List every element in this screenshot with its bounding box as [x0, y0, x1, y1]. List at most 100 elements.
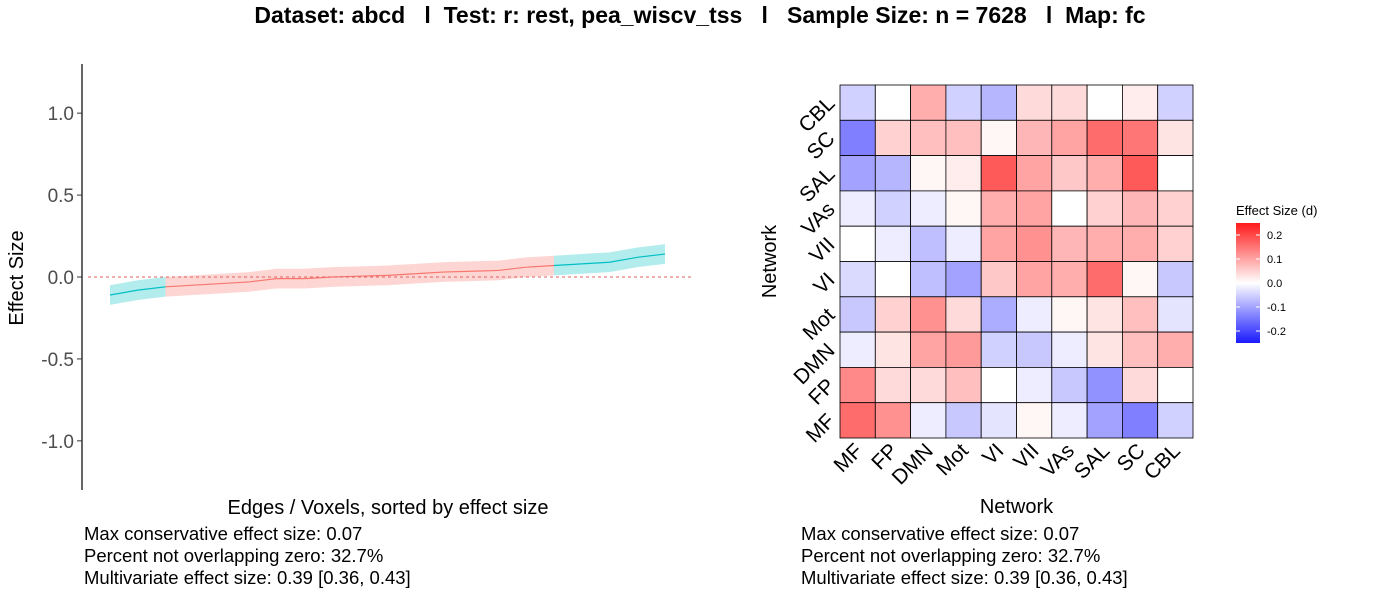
heatmap-cell: [1086, 84, 1123, 121]
heatmap-cell: [1016, 331, 1053, 368]
heatmap-x-tick-label: CBL: [1140, 439, 1185, 484]
heatmap-cell: [1086, 155, 1123, 192]
x-axis-label: Edges / Voxels, sorted by effect size: [228, 497, 549, 519]
heatmap-cell: [1157, 261, 1194, 298]
heatmap-cell: [945, 225, 982, 262]
effect-size-line-segment: [553, 263, 582, 267]
right-stats-block: Max conservative effect size: 0.07 Perce…: [801, 523, 1128, 589]
heatmap-cell: [1157, 119, 1194, 157]
effect-size-line-segment: [498, 266, 527, 272]
y-tick-label: 0.5: [48, 186, 74, 207]
heatmap-cell: [910, 190, 947, 227]
heatmap-cell: [839, 261, 876, 298]
heatmap-cell: [874, 366, 911, 404]
percent-not-overlapping-zero: Percent not overlapping zero: 32.7%: [84, 545, 384, 566]
heatmap-cell: [1157, 84, 1194, 121]
heatmap-cell: [945, 261, 982, 298]
heatmap-y-tick-label: MF: [802, 410, 840, 448]
y-axis-ticks: 1.0 0.5 0.0 -0.5 -1.0: [41, 104, 82, 453]
heatmap-cell: [1122, 261, 1159, 298]
heatmap-cell: [980, 331, 1017, 368]
heatmap-cell: [1051, 84, 1088, 121]
heatmap-cell: [839, 225, 876, 262]
effect-size-line-segment: [470, 269, 499, 272]
heatmap-cell: [839, 331, 876, 368]
heatmap-cell: [910, 119, 947, 157]
heatmap-cell: [1122, 331, 1159, 368]
colorbar-tick-label: -0.2: [1267, 326, 1286, 338]
heatmap-cell: [910, 296, 947, 333]
percent-not-overlapping-zero: Percent not overlapping zero: 32.7%: [801, 545, 1101, 566]
heatmap-cell: [1051, 155, 1088, 192]
main-title: Dataset: abcd l Test: r: rest, pea_wiscv…: [254, 2, 1146, 28]
heatmap-cell: [1016, 296, 1053, 333]
heatmap-cell: [1086, 225, 1123, 262]
colorbar-tick-label: -0.1: [1267, 302, 1286, 314]
heatmap-cell: [1157, 296, 1194, 333]
y-axis-label: Effect Size: [6, 230, 28, 325]
heatmap-cell: [980, 225, 1017, 262]
heatmap-cell: [910, 331, 947, 368]
effect-size-line-segment: [609, 256, 638, 263]
heatmap-y-tick-label: CBL: [794, 92, 839, 137]
heatmap-cell: [1016, 402, 1053, 439]
max-conservative-effect-size: Max conservative effect size: 0.07: [84, 523, 363, 544]
effect-size-line-chart: 1.0 0.5 0.0 -0.5 -1.0 Effect Size Edges / Vo…: [6, 64, 692, 519]
heatmap-x-tick-label: VAs: [1037, 439, 1079, 481]
heatmap-cell: [1157, 155, 1194, 192]
heatmap-cell: [910, 261, 947, 298]
heatmap-cell: [1016, 119, 1053, 157]
heatmap-cell: [1051, 331, 1088, 368]
heatmap-cell: [1122, 225, 1159, 262]
effect-size-line-segment: [581, 261, 610, 265]
heatmap-cell: [1051, 402, 1088, 439]
effect-size-line-segment: [109, 289, 138, 296]
heatmap-cell: [1122, 366, 1159, 404]
heatmap-x-tick-label: Mot: [932, 439, 973, 480]
heatmap-cell: [1016, 225, 1053, 262]
heatmap-cell: [1086, 331, 1123, 368]
heatmap-y-tick-label: SAL: [795, 163, 839, 207]
heatmap-cell: [1122, 155, 1159, 192]
heatmap-cell: [874, 119, 911, 157]
effect-size-line-segment: [248, 278, 277, 283]
y-tick-label: -0.5: [41, 350, 74, 371]
heatmap-y-tick-label: VI: [809, 268, 839, 298]
heatmap-cell: [980, 119, 1017, 157]
heatmap-cell: [874, 155, 911, 192]
heatmap-cell: [1016, 366, 1053, 404]
effect-size-line-segment: [526, 264, 555, 268]
heatmap-cell: [1086, 366, 1123, 404]
heatmap-cell: [874, 402, 911, 439]
heatmap-cell: [839, 119, 876, 157]
effect-size-line-segment: [165, 284, 194, 288]
effect-size-line-segment: [637, 253, 666, 258]
heatmap-cell: [1122, 296, 1159, 333]
heatmap-y-tick-label: VAs: [797, 198, 839, 240]
heatmap-cell: [910, 84, 947, 121]
multivariate-effect-size: Multivariate effect size: 0.39 [0.36, 0.…: [84, 567, 411, 588]
heatmap-cell: [1016, 190, 1053, 227]
heatmap-cell: [839, 402, 876, 439]
heatmap-cell: [945, 402, 982, 439]
effect-size-line-segment: [387, 273, 416, 276]
heatmap-cell: [874, 261, 911, 298]
effect-size-line-segment: [415, 271, 444, 275]
heatmap-cell: [874, 296, 911, 333]
heatmap-cell: [910, 155, 947, 192]
colorbar-title: Effect Size (d): [1236, 203, 1317, 218]
heatmap-cell: [945, 296, 982, 333]
multivariate-effect-size: Multivariate effect size: 0.39 [0.36, 0.…: [801, 567, 1128, 588]
effect-size-line-segment: [304, 276, 333, 280]
heatmap-cell: [1122, 402, 1159, 439]
effect-size-line-segment: [137, 286, 166, 291]
y-tick-label: 0.0: [48, 268, 74, 289]
colorbar-ticks: 0.2 0.1 0.0 -0.1 -0.2: [1236, 230, 1286, 338]
heatmap-cell: [839, 155, 876, 192]
heatmap-cell: [945, 190, 982, 227]
heatmap-cell: [945, 331, 982, 368]
heatmap-cell: [1016, 261, 1053, 298]
heatmap-cell: [874, 331, 911, 368]
heatmap-cell: [910, 402, 947, 439]
